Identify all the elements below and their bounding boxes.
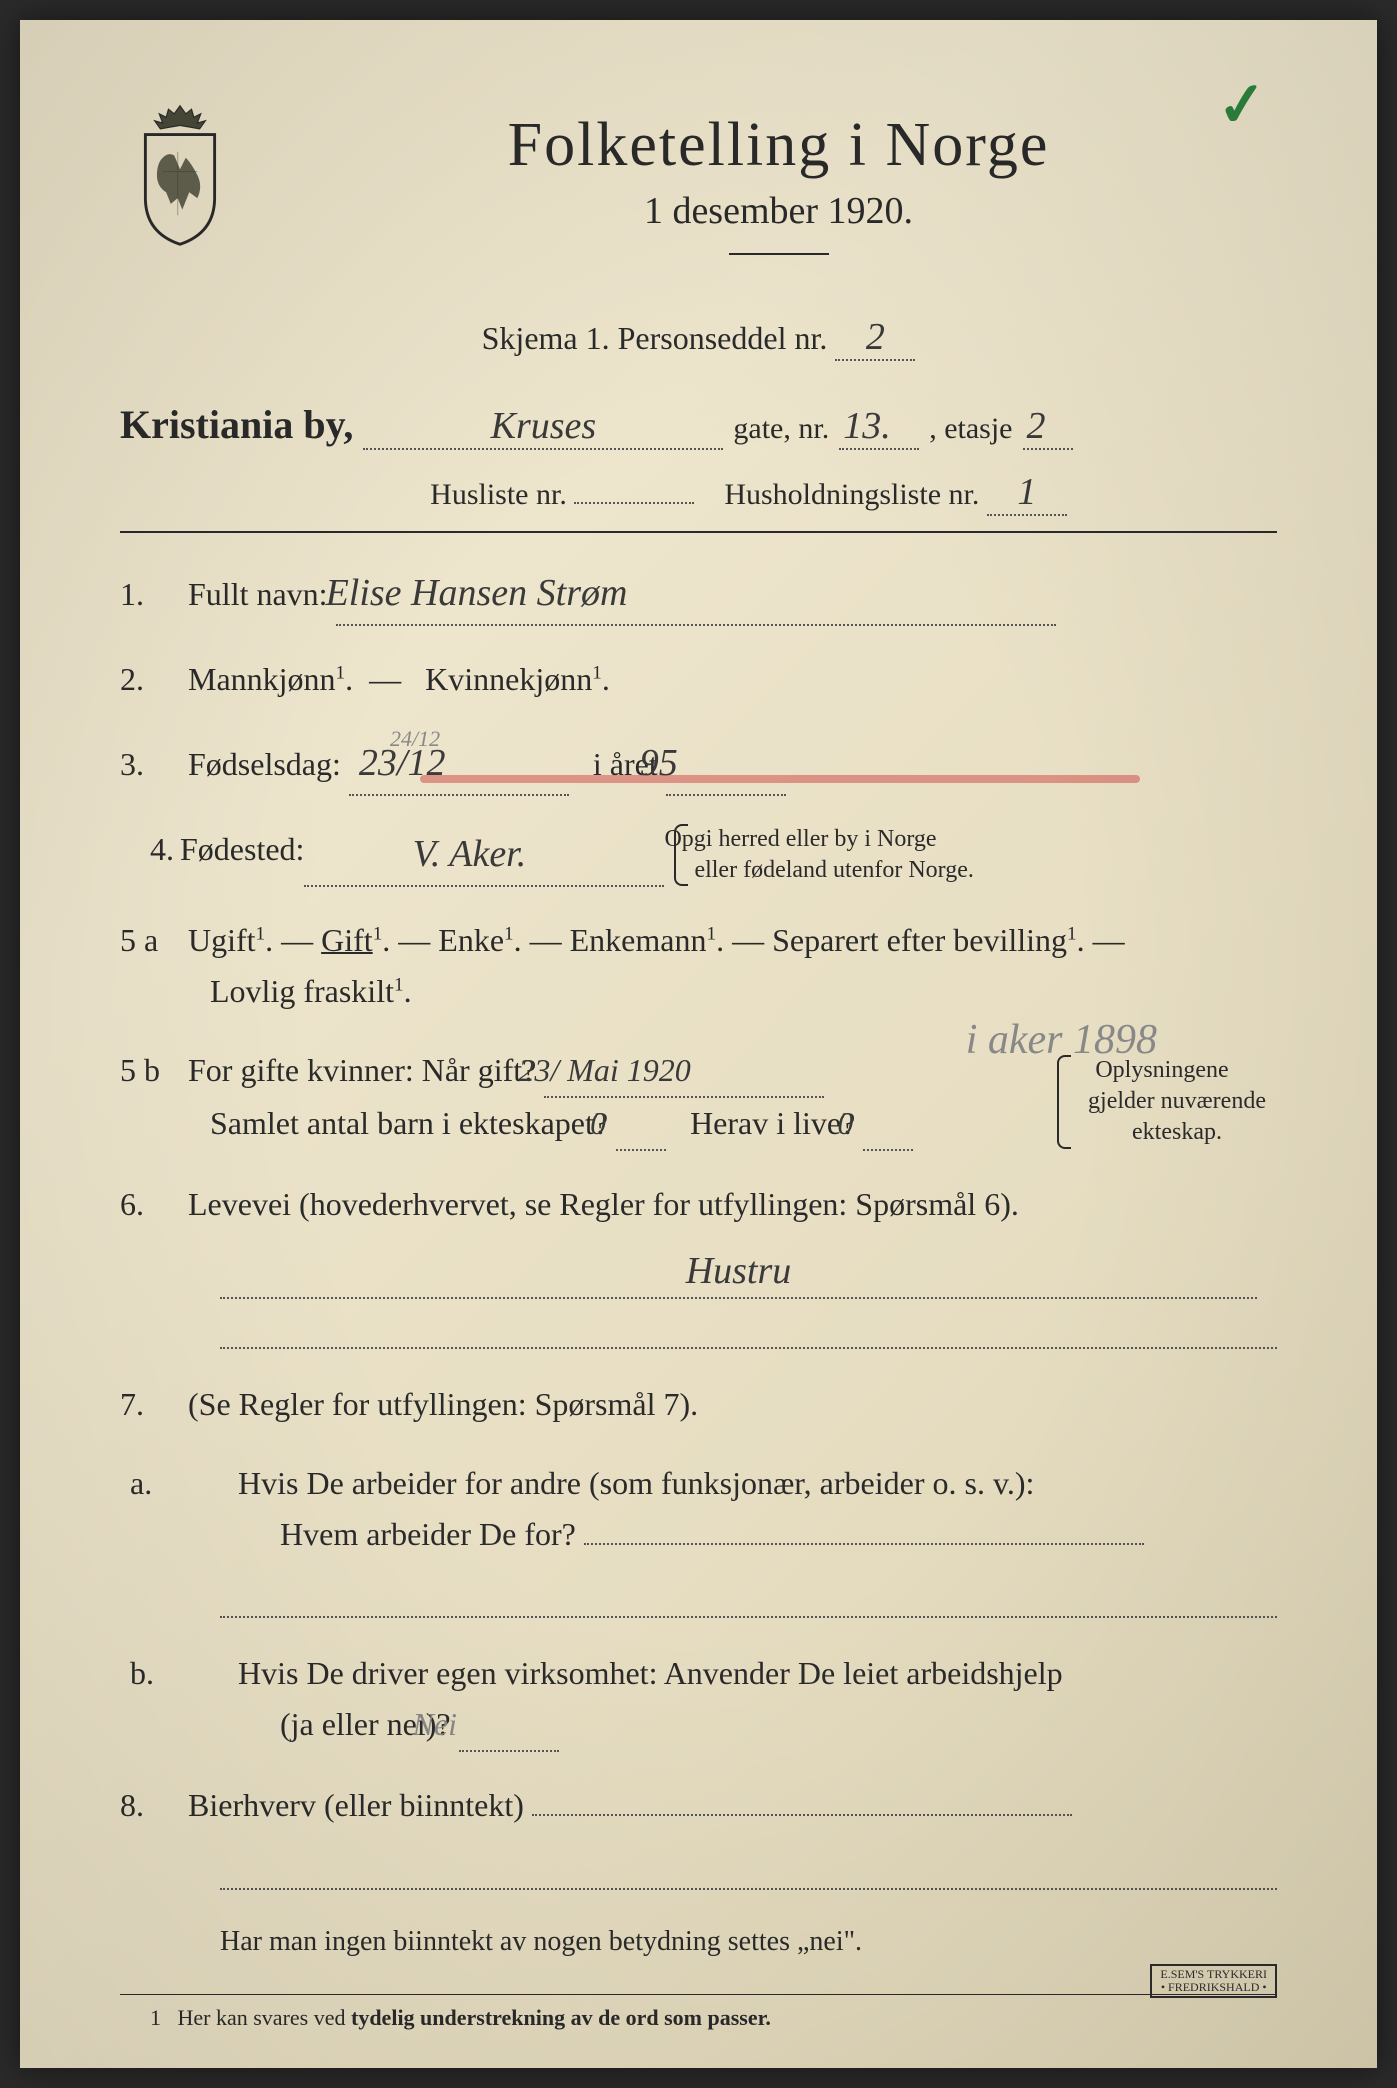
q3-num: 3. — [120, 739, 180, 790]
q5a-sivilstatus: 5 a Ugift1. — Gift1. — Enke1. — Enkemann… — [120, 915, 1277, 1017]
footnote: 1 Her kan svares ved tydelig understrekn… — [120, 2005, 1277, 2031]
q6-value: Hustru — [220, 1249, 1257, 1299]
q5b-num: 5 b — [120, 1045, 180, 1096]
q5b-label1: For gifte kvinner: Når gift? — [188, 1052, 536, 1088]
q7b-text1: Hvis De driver egen virksomhet: Anvender… — [238, 1655, 1063, 1691]
q5b-note-l1: Oplysningene — [1095, 1057, 1228, 1083]
q5b-barn-live: 0 — [863, 1098, 913, 1151]
q5a-num: 5 a — [120, 915, 180, 966]
q5b-note-l3: ekteskap. — [1132, 1119, 1222, 1145]
census-date: 1 desember 1920. — [280, 189, 1277, 233]
census-form-page: ✓ Folketelling i Norge 1 desember 1920. … — [20, 20, 1377, 2068]
printer-l1: E.SEM'S TRYKKERI — [1160, 1967, 1267, 1981]
q4-label: Fødested: — [210, 824, 304, 875]
etasje-label: , etasje — [929, 412, 1012, 446]
q5a-fraskilt: Lovlig fraskilt — [150, 973, 394, 1009]
q5a-enke: Enke — [438, 922, 504, 958]
q5b-label2: Samlet antal barn i ekteskapet? — [150, 1105, 608, 1141]
section-divider — [120, 531, 1277, 533]
q7b-label: b. — [180, 1648, 230, 1699]
q5b-gifte-kvinner: i aker 1898 5 b For gifte kvinner: Når g… — [120, 1045, 1277, 1151]
form-header: Folketelling i Norge 1 desember 1920. — [120, 100, 1277, 285]
q4-note-l2: eller fødeland utenfor Norge. — [694, 857, 973, 883]
q7a-label: a. — [180, 1458, 230, 1509]
footnote-text: Her kan svares ved tydelig understreknin… — [178, 2005, 771, 2030]
q4-bracket-note: Opgi herred eller by i Norge eller fødel… — [674, 824, 973, 886]
q5b-note-l2: gjelder nuværende — [1088, 1088, 1266, 1114]
q8-blank-line — [220, 1860, 1277, 1890]
etasje-nr: 2 — [1023, 404, 1073, 450]
q5b-label3: Herav i live? — [690, 1105, 855, 1141]
main-title: Folketelling i Norge — [280, 110, 1277, 181]
gate-label: gate, nr. — [733, 412, 829, 446]
q8-bierhverv: 8. Bierhverv (eller biinntekt) — [120, 1780, 1277, 1831]
q1-fullt-navn: 1. Fullt navn: Elise Hansen Strøm — [120, 563, 1277, 626]
q2-kjonn: 2. Mannkjønn1. — Kvinnekjønn1. — [120, 654, 1277, 705]
skjema-label: Skjema 1. Personseddel nr. — [482, 320, 828, 356]
skjema-line: Skjema 1. Personseddel nr. 2 — [120, 315, 1277, 361]
husliste-value — [574, 502, 694, 504]
q4-note-l1: Opgi herred eller by i Norge — [664, 826, 936, 852]
q6-levevei: 6. Levevei (hovederhvervet, se Regler fo… — [120, 1179, 1277, 1230]
q7a-text2: Hvem arbeider De for? — [230, 1516, 576, 1552]
q8-label: Bierhverv (eller biinntekt) — [188, 1787, 524, 1823]
q1-value: Elise Hansen Strøm — [336, 563, 1056, 626]
q6-blank-line — [220, 1319, 1277, 1349]
title-divider — [729, 253, 829, 255]
q8-blank — [532, 1814, 1072, 1816]
q5b-gift-date: 23/ Mai 1920 — [544, 1045, 824, 1098]
husholdning-label: Husholdningsliste nr. — [724, 478, 979, 511]
q5b-barn-total: 0 — [616, 1098, 666, 1151]
printer-l2: • FREDRIKSHALD • — [1161, 1980, 1267, 1994]
q7a-text1: Hvis De arbeider for andre (som funksjon… — [238, 1465, 1034, 1501]
q3-year-value: 95 — [666, 733, 786, 796]
q7a: a. Hvis De arbeider for andre (som funks… — [120, 1458, 1277, 1560]
bottom-note: Har man ingen biinntekt av nogen betydni… — [120, 1920, 1277, 1965]
printer-mark: E.SEM'S TRYKKERI • FREDRIKSHALD • — [1150, 1964, 1277, 1998]
q3-fodselsdag: 3. Fødselsdag: 24/12 23/12 i året 95 — [120, 733, 1277, 796]
q2-kvinne: Kvinnekjønn — [425, 661, 592, 697]
q8-num: 8. — [120, 1780, 180, 1831]
footnote-num: 1 — [150, 2005, 161, 2030]
green-checkmark: ✓ — [1214, 68, 1270, 142]
q7a-blank — [584, 1543, 1144, 1545]
q7-label: (Se Regler for utfyllingen: Spørsmål 7). — [188, 1386, 698, 1422]
q6-num: 6. — [120, 1179, 180, 1230]
personseddel-nr: 2 — [835, 315, 915, 361]
title-block: Folketelling i Norge 1 desember 1920. — [280, 100, 1277, 285]
gate-nr: 13. — [839, 404, 919, 450]
footer-divider — [120, 1994, 1277, 1995]
q5a-ugift: Ugift — [188, 922, 256, 958]
q4-fodested: 4. Fødested: V. Aker. Opgi herred eller … — [120, 824, 1277, 887]
husliste-label: Husliste nr. — [430, 478, 567, 511]
q3-day-value: 23/12 — [349, 733, 569, 796]
red-underline-mark — [420, 775, 1140, 783]
q7-num: 7. — [120, 1379, 180, 1430]
city-line: Kristiania by, Kruses gate, nr. 13. , et… — [120, 401, 1277, 450]
q4-value: V. Aker. — [304, 824, 664, 887]
q5a-enkemann: Enkemann — [570, 922, 707, 958]
q5a-separert: Separert efter bevilling — [772, 922, 1067, 958]
q5b-bracket-note: Oplysningene gjelder nuværende ekteskap. — [1057, 1055, 1277, 1149]
norwegian-coat-of-arms-icon — [120, 100, 240, 250]
q5a-gift: Gift — [321, 922, 373, 958]
husliste-line: Husliste nr. Husholdningsliste nr. 1 — [120, 470, 1277, 516]
q7b: b. Hvis De driver egen virksomhet: Anven… — [120, 1648, 1277, 1752]
street-name: Kruses — [363, 404, 723, 450]
q7b-value: Nei — [459, 1699, 559, 1752]
husholdning-value: 1 — [987, 470, 1067, 516]
q2-mann: Mannkjønn — [188, 661, 336, 697]
q3-pencil-correction: 24/12 — [420, 721, 440, 756]
q1-label: Fullt navn: — [188, 576, 328, 612]
city-name: Kristiania by, — [120, 401, 353, 448]
q3-label: Fødselsdag: — [188, 746, 341, 782]
q6-label: Levevei (hovederhvervet, se Regler for u… — [188, 1186, 1019, 1222]
q2-num: 2. — [120, 654, 180, 705]
q7: 7. (Se Regler for utfyllingen: Spørsmål … — [120, 1379, 1277, 1430]
q1-num: 1. — [120, 569, 180, 620]
q7a-blank-line — [220, 1588, 1277, 1618]
